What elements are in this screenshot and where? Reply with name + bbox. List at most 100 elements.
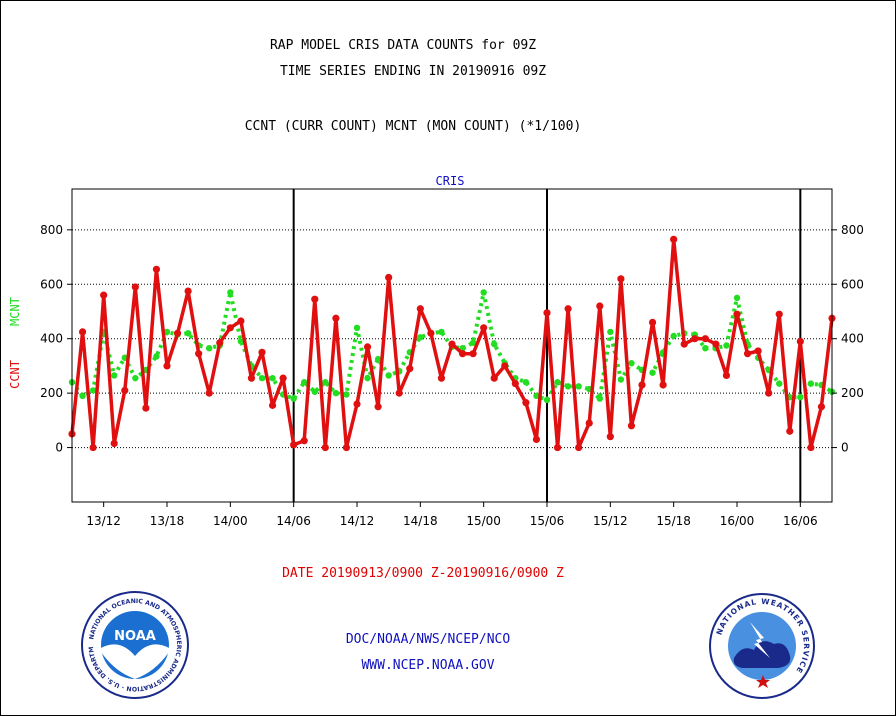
data-point-ccnt	[142, 404, 150, 412]
data-point-ccnt	[564, 305, 572, 313]
data-point-mcnt	[459, 345, 466, 352]
data-point-mcnt	[237, 338, 245, 345]
data-point-mcnt	[723, 342, 730, 349]
chart-title-line2: TIME SERIES ENDING IN 20190916 09Z	[279, 64, 547, 79]
data-point-mcnt	[564, 383, 572, 390]
x-tick-label: 16/06	[783, 514, 818, 528]
x-tick-label: 14/00	[213, 514, 248, 528]
data-point-ccnt	[775, 310, 783, 318]
x-tick-label: 15/00	[466, 514, 501, 528]
data-point-mcnt	[670, 332, 677, 340]
data-point-ccnt	[553, 443, 562, 452]
data-point-mcnt	[438, 328, 445, 336]
data-point-ccnt	[765, 389, 773, 397]
data-point-mcnt	[184, 330, 192, 337]
data-point-ccnt	[807, 443, 815, 452]
data-point-ccnt	[279, 374, 287, 382]
y-axis-label-mcnt: MCNT	[8, 297, 22, 326]
data-point-mcnt	[480, 289, 487, 296]
y-tick-label-left: 800	[40, 223, 63, 237]
data-point-mcnt	[301, 379, 308, 386]
data-point-ccnt	[648, 318, 657, 326]
data-point-mcnt	[417, 334, 424, 341]
data-point-mcnt	[607, 328, 614, 336]
data-point-mcnt	[617, 376, 625, 383]
x-tick-label: 14/12	[340, 514, 375, 528]
data-point-ccnt	[332, 314, 340, 322]
data-point-ccnt	[511, 380, 519, 388]
y-tick-label-right: 0	[841, 441, 849, 455]
data-point-ccnt	[89, 443, 97, 452]
data-point-mcnt	[343, 391, 350, 398]
x-tick-label: 13/18	[150, 514, 185, 528]
data-point-mcnt	[533, 392, 540, 400]
data-point-mcnt	[469, 339, 477, 346]
data-point-ccnt	[100, 291, 108, 299]
data-point-ccnt	[290, 441, 298, 449]
data-point-ccnt	[480, 324, 488, 332]
data-point-mcnt	[702, 345, 709, 352]
data-point-mcnt	[227, 289, 234, 296]
data-point-mcnt	[491, 340, 498, 348]
noaa-logo-text: NOAA	[114, 629, 156, 644]
data-point-ccnt	[754, 347, 762, 355]
data-point-mcnt	[290, 395, 297, 402]
credit-org-text: DOC/NOAA/NWS/NCEP/NCO	[345, 632, 511, 647]
data-point-ccnt	[268, 401, 277, 409]
data-point-ccnt	[416, 305, 424, 313]
y-axis-label-ccnt: CCNT	[8, 360, 22, 389]
data-point-ccnt	[659, 381, 667, 389]
data-point-ccnt	[78, 328, 87, 336]
data-point-ccnt	[796, 337, 804, 346]
data-point-mcnt	[132, 374, 139, 382]
data-point-mcnt	[79, 392, 86, 400]
y-axis-label: CCNT MCNT	[8, 297, 22, 389]
data-point-mcnt	[522, 379, 530, 386]
data-point-ccnt	[691, 335, 699, 343]
data-point-ccnt	[131, 283, 139, 291]
data-point-mcnt	[153, 353, 160, 360]
data-point-ccnt	[501, 362, 509, 370]
data-point-mcnt	[628, 359, 635, 367]
data-point-ccnt	[532, 435, 541, 443]
credit-url-link[interactable]: WWW.NCEP.NOAA.GOV	[361, 658, 495, 673]
data-point-mcnt	[733, 294, 741, 302]
data-point-mcnt	[554, 379, 561, 386]
data-point-ccnt	[448, 340, 456, 348]
data-point-ccnt	[363, 343, 372, 351]
data-point-ccnt	[522, 399, 530, 407]
nws-logo: NATIONAL WEATHER SERVICE	[709, 593, 815, 699]
data-point-ccnt	[701, 335, 709, 343]
data-point-ccnt	[121, 386, 129, 395]
x-tick-label: 15/06	[530, 514, 565, 528]
y-tick-label-right: 800	[841, 223, 864, 237]
data-point-ccnt	[226, 324, 234, 332]
chart-title-line1: RAP MODEL CRIS DATA COUNTS for 09Z	[269, 38, 537, 53]
data-point-ccnt	[342, 443, 351, 452]
data-point-ccnt	[205, 389, 213, 397]
y-tick-label-left: 600	[40, 277, 63, 291]
data-point-mcnt	[649, 369, 656, 376]
y-tick-label-right: 200	[841, 386, 864, 400]
data-point-ccnt	[311, 295, 319, 303]
data-point-mcnt	[89, 387, 97, 394]
data-point-ccnt	[258, 348, 266, 356]
x-tick-label: 16/00	[720, 514, 755, 528]
data-point-ccnt	[743, 350, 752, 358]
data-point-ccnt	[733, 310, 741, 318]
data-point-ccnt	[638, 381, 646, 389]
x-tick-label: 15/18	[656, 514, 691, 528]
data-point-ccnt	[321, 443, 329, 452]
data-point-ccnt	[184, 287, 192, 295]
data-point-ccnt	[722, 371, 731, 380]
plot-area-border	[71, 188, 833, 503]
data-point-mcnt	[111, 372, 118, 379]
data-point-ccnt	[195, 350, 203, 358]
y-tick-label-left: 400	[40, 332, 63, 346]
data-point-mcnt	[374, 355, 382, 363]
x-tick-label: 14/18	[403, 514, 438, 528]
x-tick-label: 14/06	[276, 514, 311, 528]
data-point-mcnt	[364, 374, 371, 382]
data-point-mcnt	[269, 374, 276, 382]
